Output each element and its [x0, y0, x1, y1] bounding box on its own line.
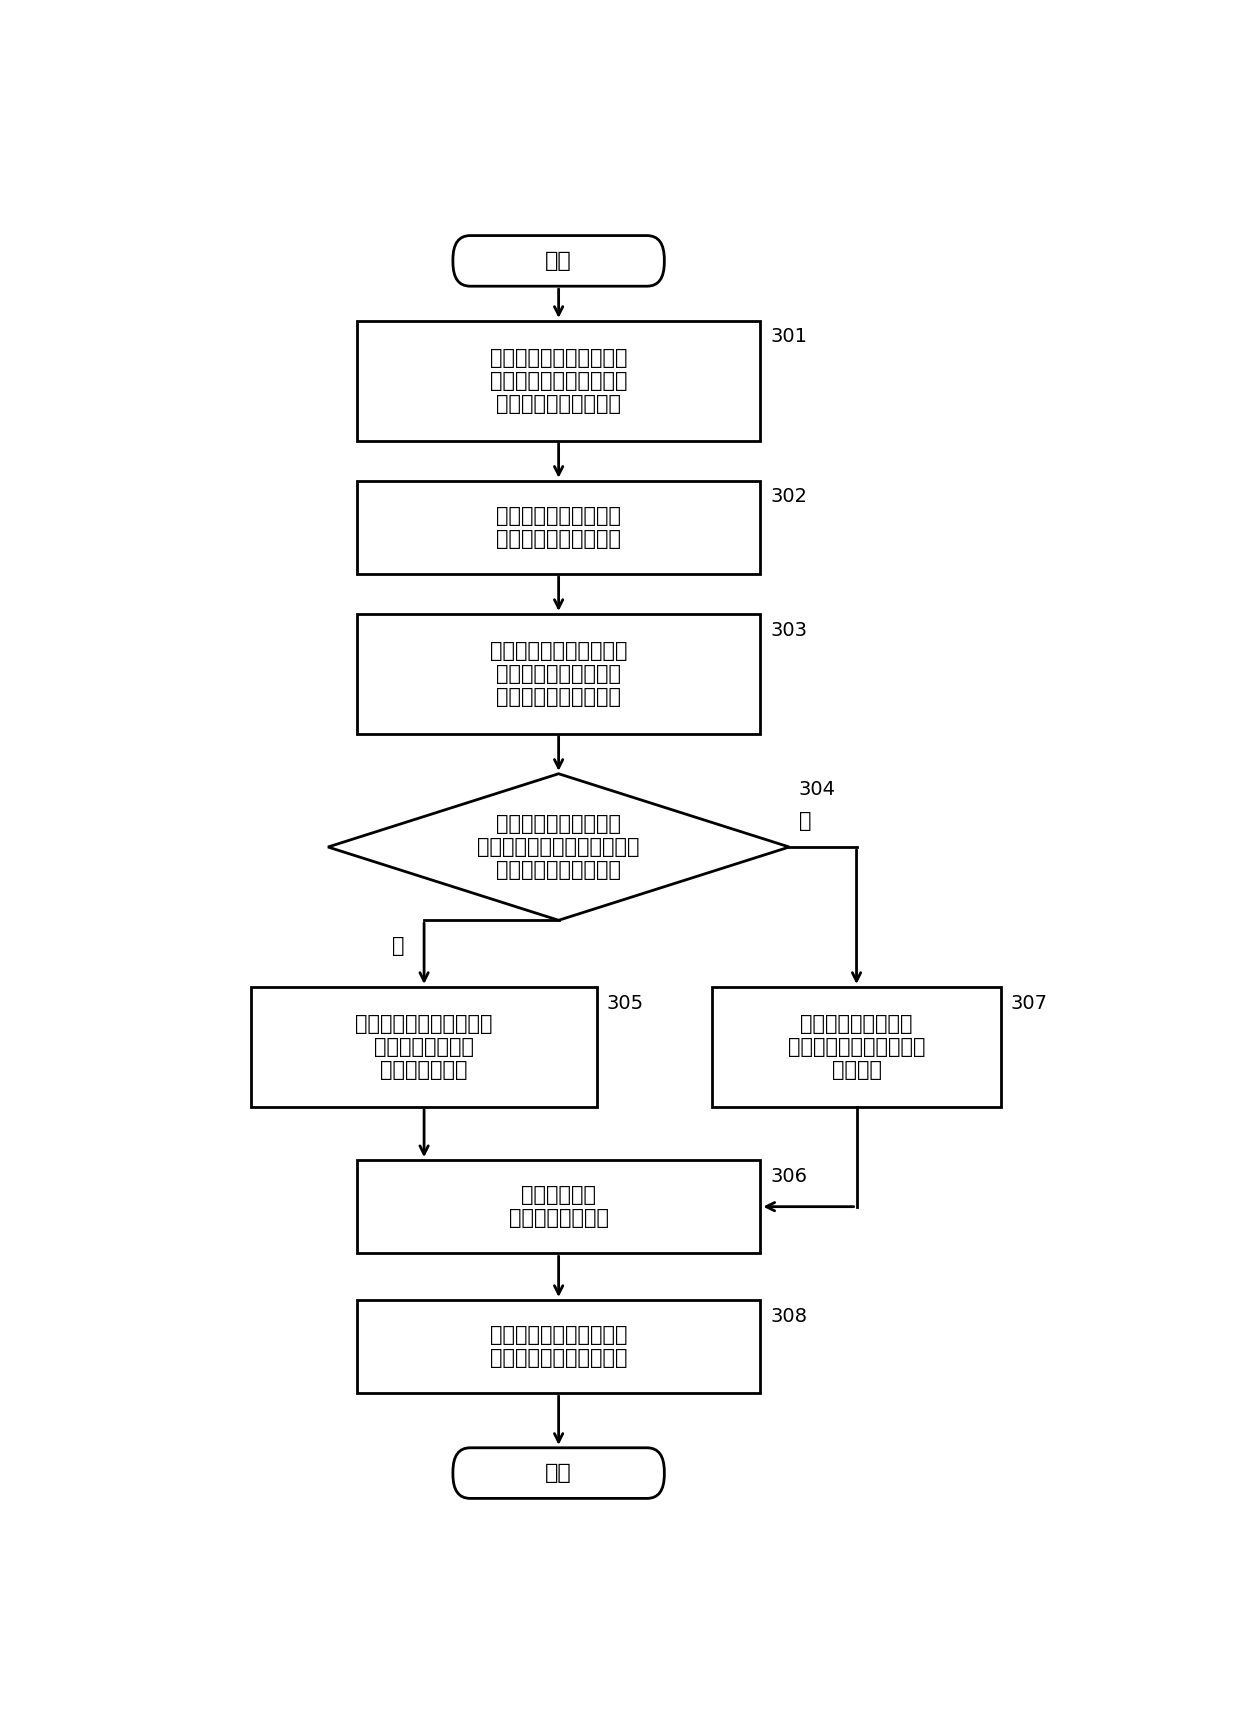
Text: 结束: 结束	[546, 1464, 572, 1483]
Text: 306: 306	[770, 1166, 807, 1185]
Bar	[357, 1161, 760, 1253]
Text: 307: 307	[1011, 993, 1048, 1012]
Bar	[357, 481, 760, 574]
Bar	[357, 1299, 760, 1393]
Text: 平台定期计算鱼塘所对应
的周边鱼塘的监测数据
平均值，作为基准数据: 平台定期计算鱼塘所对应 的周边鱼塘的监测数据 平均值，作为基准数据	[490, 640, 627, 708]
Bar	[712, 986, 1001, 1107]
Text: 保存每个鱼塘与周边鱼塘
对应关系表，与前端信息
采集装置的对应关系表: 保存每个鱼塘与周边鱼塘 对应关系表，与前端信息 采集装置的对应关系表	[490, 348, 627, 413]
FancyBboxPatch shape	[453, 235, 665, 285]
Text: 303: 303	[770, 621, 807, 640]
Text: 将该鱼塘的基准数据替换
该实时监测数据，
写入校准数据库: 将该鱼塘的基准数据替换 该实时监测数据， 写入校准数据库	[356, 1014, 492, 1080]
Text: 生成设备监测
数据异常告警信息: 生成设备监测 数据异常告警信息	[508, 1185, 609, 1228]
Bar	[357, 320, 760, 441]
Bar	[357, 614, 760, 734]
Polygon shape	[327, 773, 789, 920]
Text: 305: 305	[606, 993, 644, 1012]
Text: 是: 是	[392, 936, 404, 957]
Text: 304: 304	[799, 780, 836, 799]
Text: 定期将实时监测数据与
其基准数据相比较，判断两者
偏差是否超出预设阈值: 定期将实时监测数据与 其基准数据相比较，判断两者 偏差是否超出预设阈值	[477, 813, 640, 881]
Text: 将该鱼塘的实时监测
数据（原数据）写入校准
数据库中: 将该鱼塘的实时监测 数据（原数据）写入校准 数据库中	[787, 1014, 925, 1080]
Text: 开始: 开始	[546, 251, 572, 272]
Bar	[250, 986, 596, 1107]
FancyBboxPatch shape	[453, 1448, 665, 1498]
Text: 否: 否	[799, 811, 811, 830]
Text: 302: 302	[770, 488, 807, 507]
Text: 301: 301	[770, 327, 807, 346]
Text: 根据校准数据库中的数据
进行水质判断和水质管控: 根据校准数据库中的数据 进行水质判断和水质管控	[490, 1325, 627, 1368]
Text: 308: 308	[770, 1306, 807, 1325]
Text: 平台将上报的实时监测
数据保存在原数据库中: 平台将上报的实时监测 数据保存在原数据库中	[496, 505, 621, 548]
